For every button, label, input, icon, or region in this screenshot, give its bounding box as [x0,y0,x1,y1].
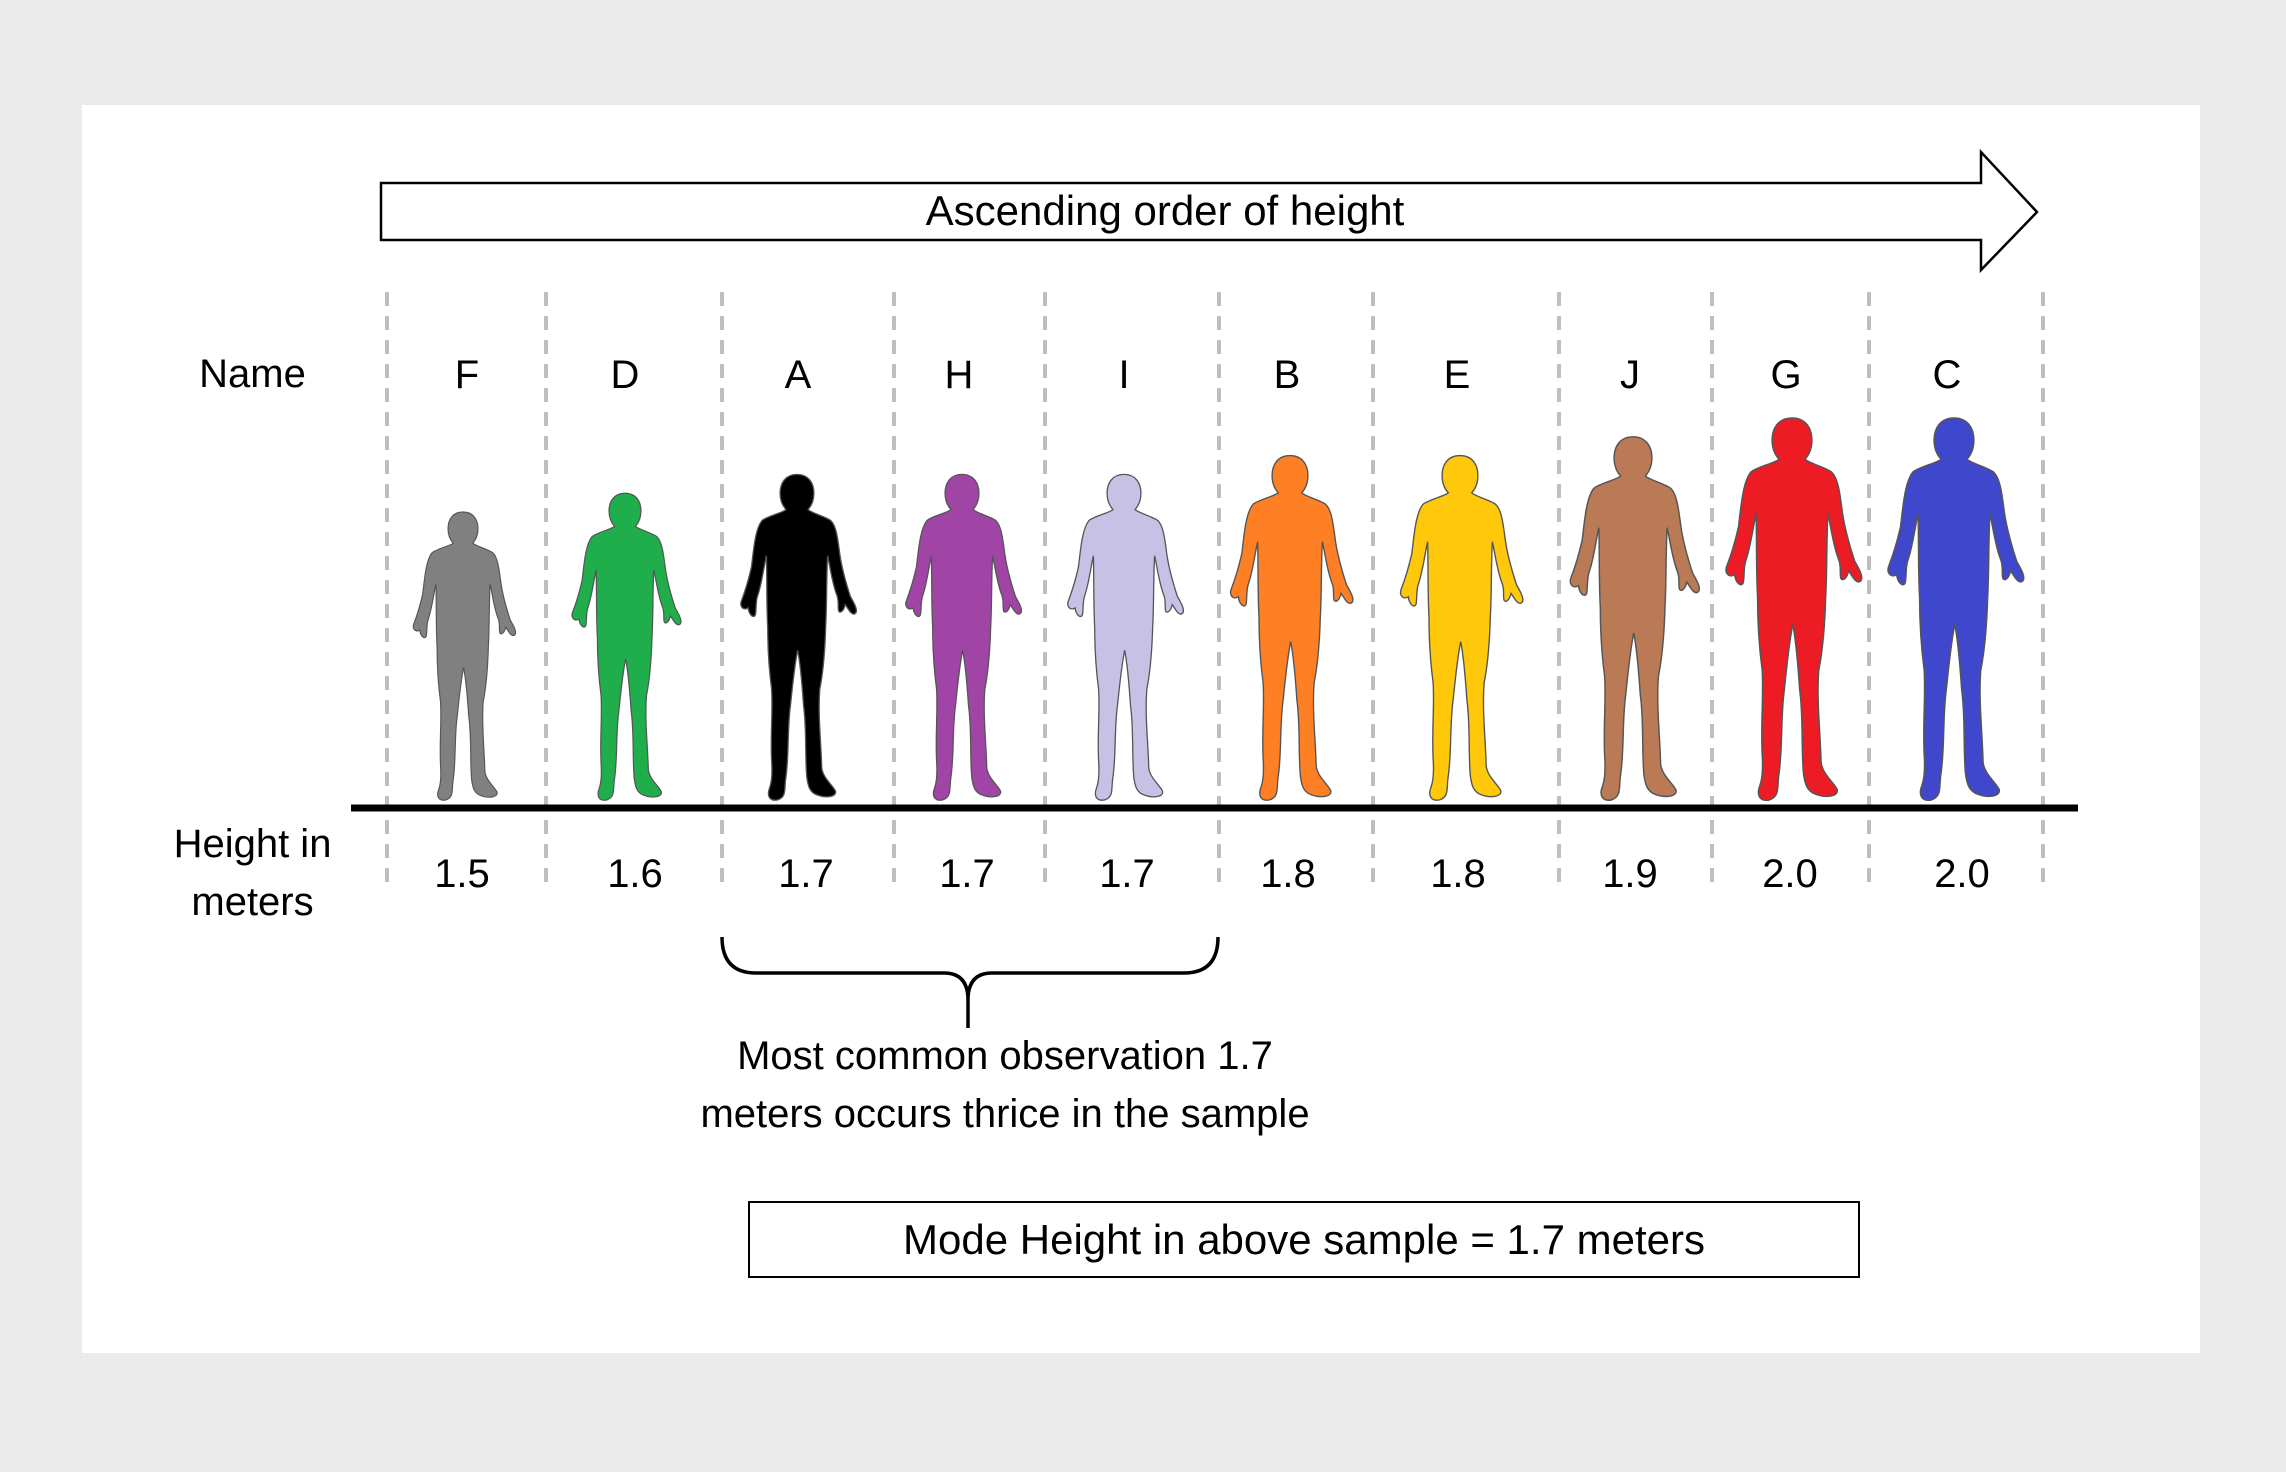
name-row-label: Name [170,345,335,403]
person-name-label: J [1620,353,1640,397]
person-silhouette-icon [1725,417,1863,801]
person-height-label: 2.0 [1762,852,1818,896]
person-silhouette-icon [1399,454,1524,801]
person-name-label: C [1933,353,1962,397]
height-labels: 1.5 1.6 1.7 1.7 1.7 1.8 1.8 1.9 2.0 2.0 [434,852,1990,896]
person-height-label: 1.6 [607,852,663,896]
person-name-label: I [1118,353,1129,397]
person-height-label: 1.8 [1260,852,1316,896]
mode-annotation-line1: Most common observation 1.7 [737,1034,1273,1078]
person-silhouette-icon [1067,473,1185,801]
person-figure-c [1887,417,2025,801]
person-figure-i [1067,473,1185,801]
person-figure-a [740,473,858,801]
person-name-label: B [1274,353,1301,397]
person-name-label: G [1770,353,1801,397]
mode-result-text: Mode Height in above sample = 1.7 meters [903,1215,1705,1263]
person-silhouette-icon [905,473,1023,801]
person-figure-h [905,473,1023,801]
mode-annotation-line2: meters occurs thrice in the sample [700,1092,1310,1136]
person-name-label: H [945,353,974,397]
person-figure-f [412,511,517,801]
name-row-label-text: Name [199,352,306,396]
person-height-label: 1.7 [1099,852,1155,896]
person-silhouette-icon [740,473,858,801]
person-silhouette-icon [1887,417,2025,801]
person-figure-j [1569,436,1701,801]
person-figure-d [571,492,682,801]
person-height-label: 1.7 [939,852,995,896]
person-figure-b [1229,454,1354,801]
person-silhouette-icon [571,492,682,801]
person-name-label: A [785,353,812,397]
person-height-label: 1.8 [1430,852,1486,896]
person-name-label: E [1444,353,1471,397]
person-height-label: 1.9 [1602,852,1658,896]
person-height-label: 1.7 [778,852,834,896]
person-figures [412,417,2025,801]
person-silhouette-icon [1569,436,1701,801]
person-figure-e [1399,454,1524,801]
person-figure-g [1725,417,1863,801]
ascending-arrow [379,148,2039,274]
person-height-label: 1.5 [434,852,490,896]
person-name-label: D [611,353,640,397]
person-name-label: F [455,353,479,397]
mode-annotation: Most common observation 1.7 meters occur… [560,1027,1450,1143]
person-silhouette-icon [412,511,517,801]
arrow-label: Ascending order of height [925,187,1405,234]
height-row-label-line2: meters [191,880,314,924]
mode-result-box: Mode Height in above sample = 1.7 meters [748,1201,1860,1278]
person-height-label: 2.0 [1934,852,1990,896]
height-row-label: Height in meters [140,815,365,931]
column-dividers [385,292,2045,890]
height-row-label-line1: Height in [173,822,332,866]
mode-group-brace [720,936,1220,1028]
person-silhouette-icon [1229,454,1354,801]
